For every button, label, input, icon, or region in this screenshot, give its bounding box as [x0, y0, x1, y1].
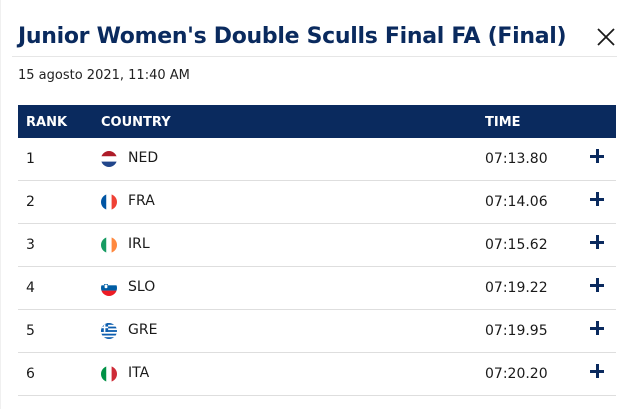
header-time: TIME	[485, 115, 521, 130]
flag-slo-icon	[101, 280, 117, 296]
row-country: IRL	[128, 236, 150, 252]
flag-fra-icon	[101, 194, 117, 210]
row-time: 07:14.06	[485, 194, 548, 210]
expand-plus-icon[interactable]	[590, 149, 604, 163]
expand-plus-icon[interactable]	[590, 364, 604, 378]
row-rank: 1	[26, 151, 35, 167]
flag-ned-icon	[101, 151, 117, 167]
table-header: RANK COUNTRY TIME	[18, 105, 616, 138]
flag-gre-icon	[101, 323, 117, 339]
row-country: SLO	[128, 279, 156, 295]
row-time: 07:20.20	[485, 366, 548, 382]
flag-ita-icon	[101, 366, 117, 382]
row-rank: 3	[26, 237, 35, 253]
table-row: 3 IRL 07:15.62	[18, 224, 616, 267]
close-icon	[597, 28, 615, 46]
row-time: 07:15.62	[485, 237, 548, 253]
row-rank: 6	[26, 366, 35, 382]
expand-plus-icon[interactable]	[590, 235, 604, 249]
close-button[interactable]	[594, 25, 618, 49]
row-rank: 5	[26, 323, 35, 339]
table-row: 4 SLO 07:19.22	[18, 267, 616, 310]
header-rank: RANK	[26, 115, 68, 130]
table-row: 6 ITA 07:20.20	[18, 353, 616, 396]
row-rank: 2	[26, 194, 35, 210]
modal-title: Junior Women's Double Sculls Final FA (F…	[18, 24, 567, 49]
row-time: 07:19.95	[485, 323, 548, 339]
race-date: 15 agosto 2021, 11:40 AM	[18, 68, 190, 83]
header-country: COUNTRY	[101, 115, 171, 130]
flag-irl-icon	[101, 237, 117, 253]
expand-plus-icon[interactable]	[590, 192, 604, 206]
expand-plus-icon[interactable]	[590, 321, 604, 335]
results-table: RANK COUNTRY TIME 1 NED 07:13.80 2 FRA 0…	[18, 105, 616, 396]
table-row: 2 FRA 07:14.06	[18, 181, 616, 224]
header-divider	[12, 56, 617, 57]
row-country: NED	[128, 150, 159, 166]
row-country: FRA	[128, 193, 155, 209]
modal-left-edge	[0, 0, 1, 409]
row-time: 07:19.22	[485, 280, 548, 296]
row-country: ITA	[128, 365, 150, 381]
table-row: 5 GRE 07:19.95	[18, 310, 616, 353]
row-time: 07:13.80	[485, 151, 548, 167]
row-country: GRE	[128, 322, 158, 338]
table-row: 1 NED 07:13.80	[18, 138, 616, 181]
row-rank: 4	[26, 280, 35, 296]
expand-plus-icon[interactable]	[590, 278, 604, 292]
